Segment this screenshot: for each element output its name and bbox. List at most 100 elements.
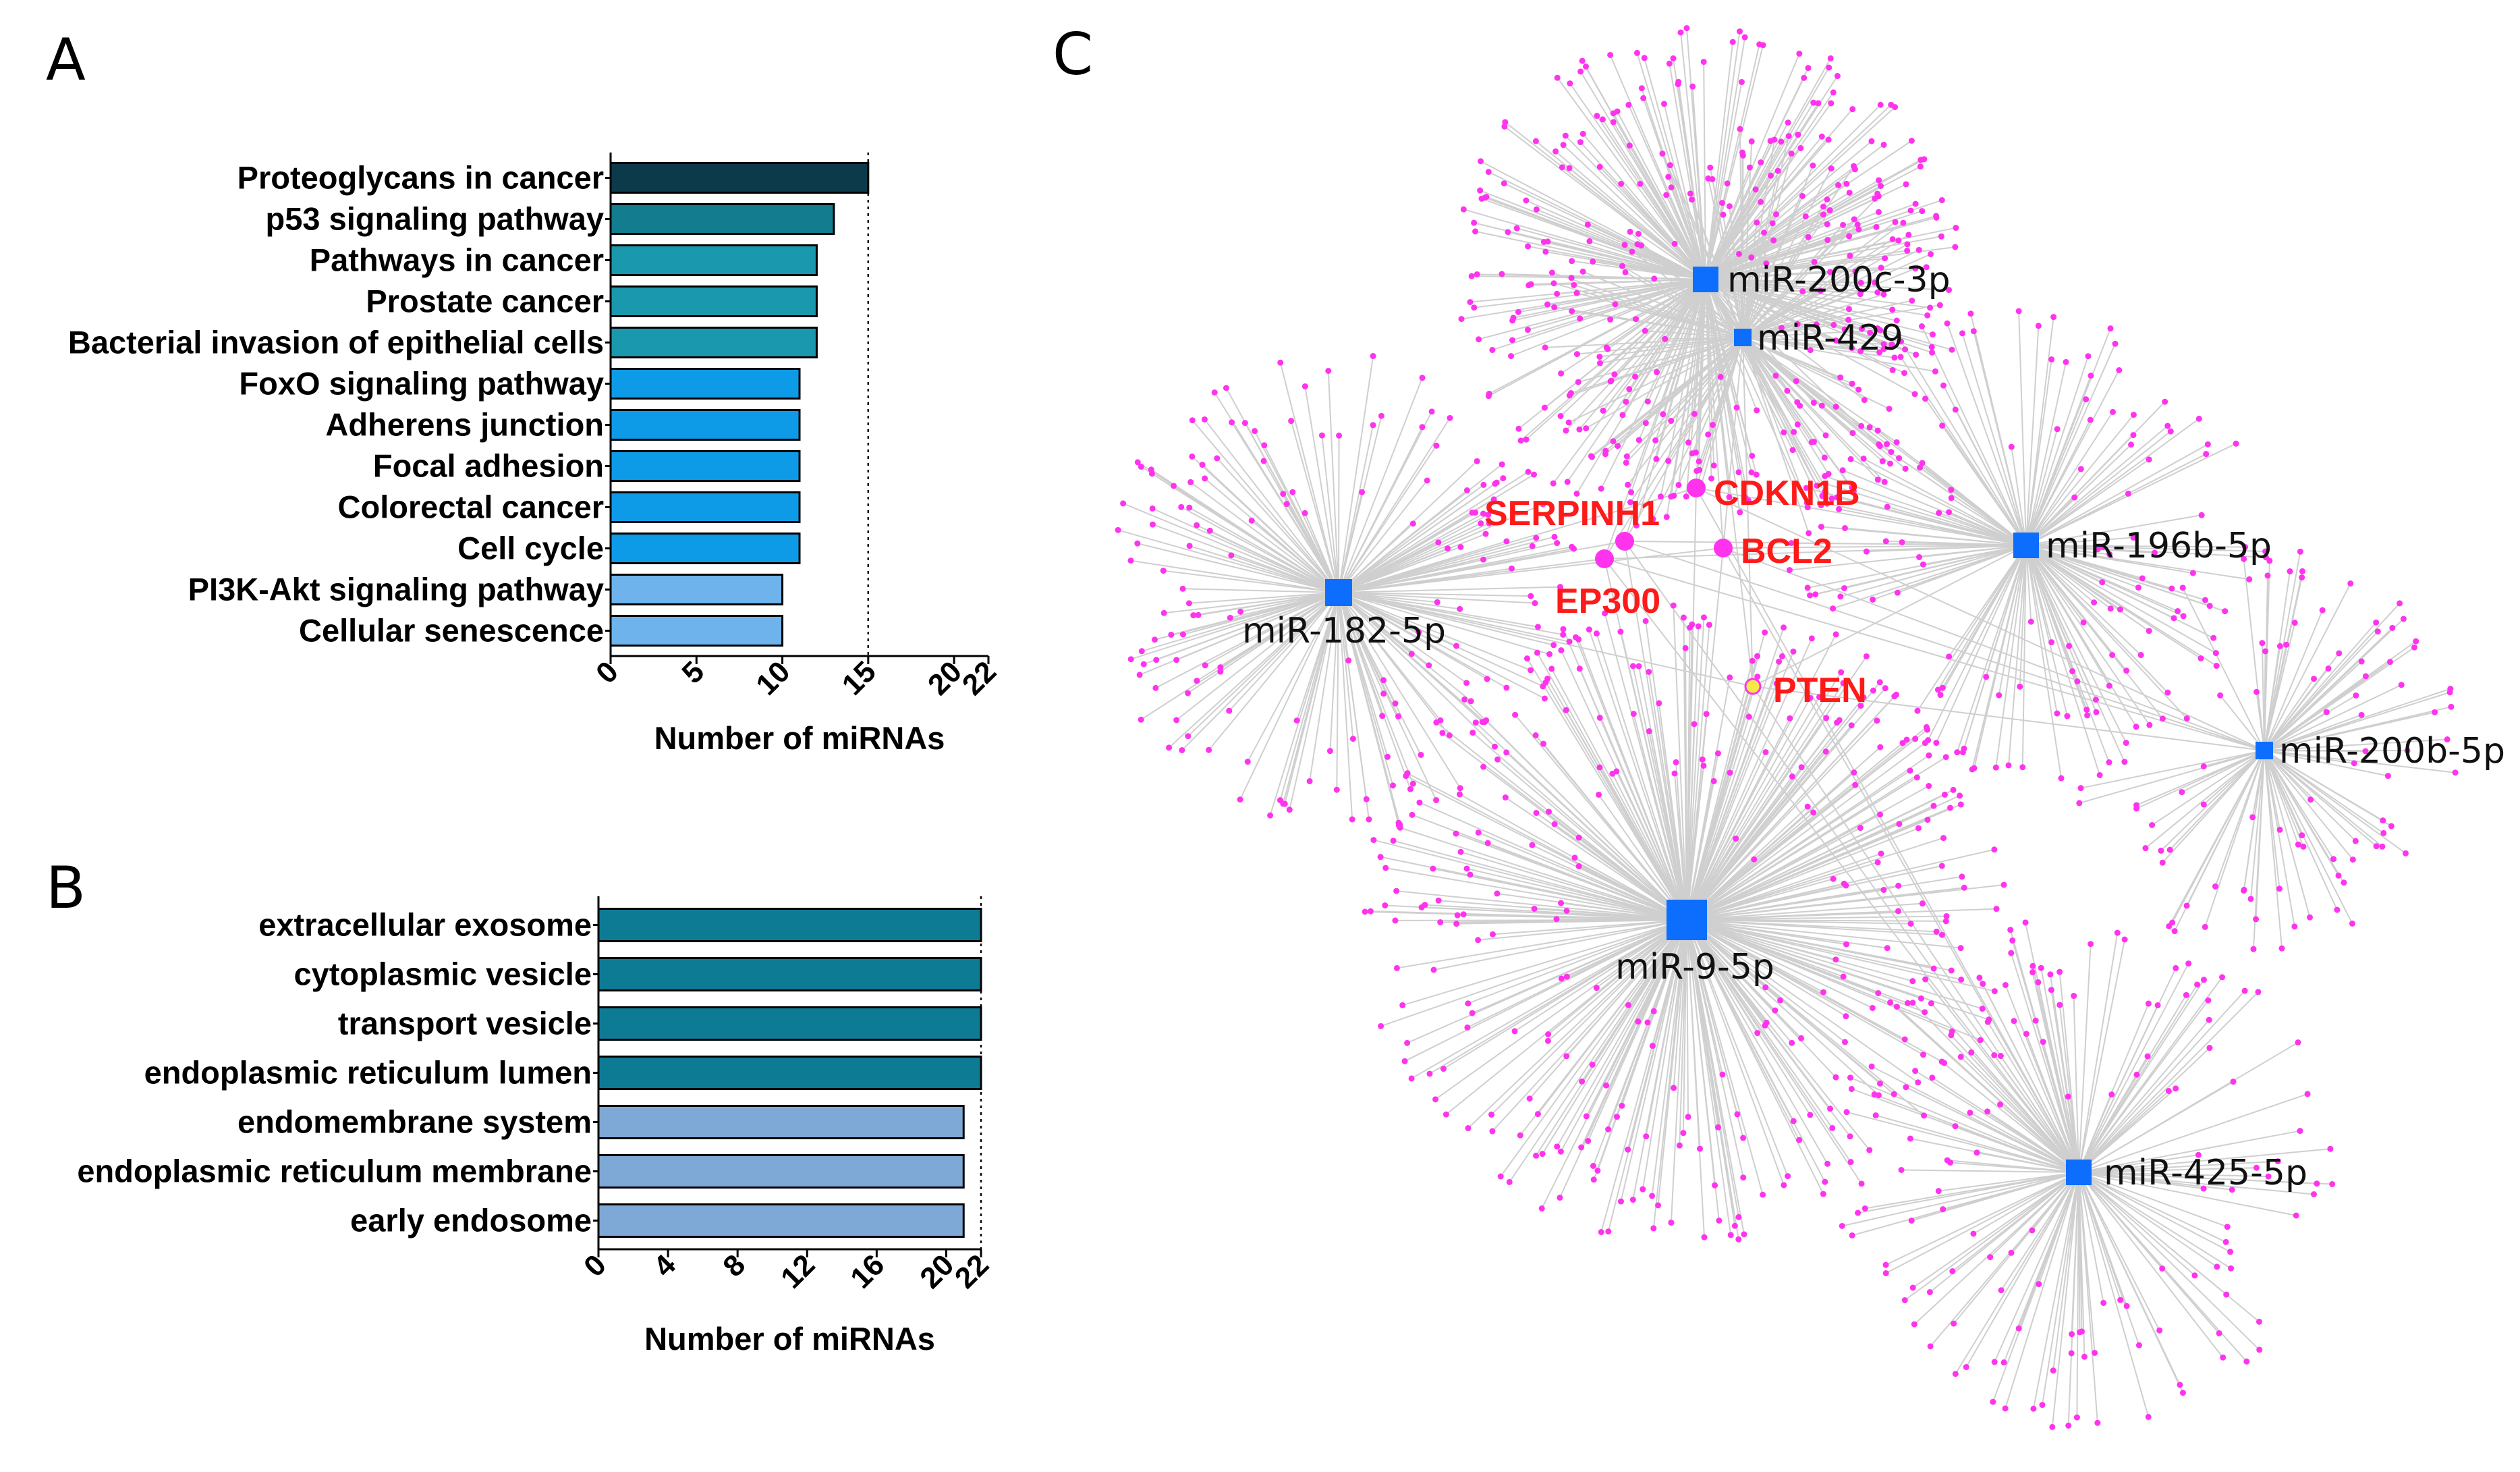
target-node-mir-9-5p	[1938, 863, 1945, 869]
edge-mir-9-5p	[1686, 919, 1953, 1033]
target-node-mir-425-5p	[2219, 974, 2226, 981]
target-node-mir-182-5p	[1345, 657, 1352, 664]
target-node-mir-9-5p	[1563, 1053, 1570, 1060]
edge-mir-425-5p	[2050, 989, 2079, 1173]
target-node-mir-200b-5p	[2158, 847, 2164, 854]
edge-mir-9-5p	[1565, 919, 1687, 1057]
edge-mir-425-5p	[2078, 1047, 2210, 1173]
target-node-mir-425-5p	[2200, 977, 2207, 983]
target-node-mir-196b-5p	[2168, 585, 2175, 592]
target-node-mir-182-5p	[1363, 796, 1370, 802]
edge-mir-429	[1742, 323, 1798, 338]
target-node-mir-196b-5p	[2183, 715, 2190, 722]
target-node-mir-200b-5p	[2299, 832, 2305, 839]
edge-mir-182-5p	[1338, 533, 1486, 593]
target-node-mir-182-5p	[1281, 800, 1288, 807]
target-node-mir-196b-5p	[2066, 643, 2073, 649]
target-node-mir-9-5p	[1602, 610, 1608, 617]
target-node-mir-429	[1709, 422, 1716, 429]
target-node-mir-425-5p	[1849, 1232, 1855, 1238]
target-node-mir-200c-3p	[1598, 485, 1604, 492]
edge-mir-200c-3p	[1478, 279, 1706, 340]
edge-mir-9-5p	[1472, 732, 1687, 921]
target-node-mir-196b-5p	[2123, 740, 2129, 746]
edge-mir-182-5p	[1251, 520, 1339, 593]
target-node-mir-425-5p	[2229, 1187, 2235, 1193]
edge-mir-429	[1742, 337, 1823, 497]
edge-mir-429	[1645, 330, 1743, 338]
edge-mir-196b-5p	[2025, 431, 2171, 546]
target-node-mir-182-5p	[1445, 545, 1451, 552]
target-node-mir-200c-3p	[1889, 306, 1896, 313]
panel-a-bar-foxo-signaling-pathway	[609, 368, 801, 400]
target-node-mir-9-5p	[1538, 1205, 1545, 1212]
panel-b-category-label: endomembrane system	[237, 1104, 592, 1140]
target-node-mir-9-5p	[1685, 1114, 1691, 1120]
target-node-mir-429	[1579, 268, 1586, 275]
edge-mir-429	[1624, 244, 1743, 338]
target-node-mir-196b-5p	[2130, 412, 2137, 418]
target-node-mir-425-5p	[2050, 1367, 2056, 1374]
edge-mir-200b-5p	[2080, 750, 2265, 789]
target-node-mir-9-5p	[1594, 1167, 1601, 1174]
target-node-mir-200c-3p	[1554, 290, 1561, 297]
edge-mir-196b-5p	[1844, 545, 2027, 589]
panel-a-category-label: Pathways in cancer	[310, 242, 604, 278]
target-node-mir-200b-5p	[2432, 709, 2438, 715]
target-node-mir-196b-5p	[2106, 551, 2113, 557]
panel-b-x-axis-title: Number of miRNAs	[644, 1321, 935, 1357]
edge-mir-182-5p	[1338, 592, 1354, 739]
target-node-mir-9-5p	[1643, 1133, 1650, 1140]
target-node-mir-200c-3p	[1882, 255, 1888, 262]
target-node-mir-425-5p	[2274, 1158, 2281, 1165]
target-node-mir-200c-3p	[1640, 94, 1647, 101]
target-node-mir-196b-5p	[2083, 396, 2090, 403]
target-node-mir-196b-5p	[2246, 576, 2253, 582]
target-node-mir-9-5p	[1456, 791, 1463, 798]
target-node-mir-9-5p	[1957, 801, 1964, 808]
target-node-mir-196b-5p	[2106, 759, 2112, 766]
target-node-mir-200c-3p	[1953, 225, 1959, 231]
edge-mir-429	[1742, 271, 1856, 338]
target-node-mir-200c-3p	[1708, 475, 1715, 482]
target-node-mir-200b-5p	[2447, 686, 2454, 692]
target-node-mir-200c-3p	[1778, 138, 1785, 145]
target-node-mir-200b-5p	[2404, 747, 2411, 754]
edge-mir-425-5p	[2078, 1130, 2301, 1173]
target-node-mir-200c-3p	[1880, 141, 1887, 148]
edge-mir-196b-5p	[1840, 545, 2027, 597]
target-node-mir-196b-5p	[2087, 416, 2094, 423]
target-node-mir-9-5p	[1895, 908, 1901, 915]
target-node-mir-9-5p	[1382, 902, 1389, 908]
target-node-mir-425-5p	[1848, 1085, 1855, 1092]
edge-mir-425-5p	[2071, 1172, 2079, 1334]
target-node-mir-429	[1707, 164, 1714, 171]
target-node-mir-429	[1808, 439, 1815, 445]
target-node-mir-425-5p	[1973, 1149, 1980, 1156]
target-node-mir-9-5p	[1575, 863, 1582, 870]
target-node-mir-200c-3p	[1872, 279, 1878, 286]
edge-mir-182-5p	[1204, 418, 1339, 593]
target-node-mir-9-5p	[1893, 691, 1899, 698]
edge-mir-429	[1599, 337, 1743, 358]
edge-mir-9-5p	[1686, 915, 1947, 921]
edge-mir-425-5p	[1851, 1172, 2079, 1236]
edge-mir-182-5p	[1189, 507, 1339, 593]
target-node-mir-200c-3p	[1642, 420, 1649, 427]
panel-a-x-tick-label: 22	[956, 655, 1003, 701]
target-node-mir-196b-5p	[2128, 441, 2135, 448]
target-node-mir-196b-5p	[2203, 451, 2210, 458]
edge-mir-200b-5p	[2204, 750, 2265, 927]
target-node-mir-182-5p	[1490, 496, 1497, 503]
edge-mir-182-5p	[1154, 592, 1339, 640]
edge-mir-200c-3p	[1705, 42, 1734, 280]
edge-mir-9-5p	[1686, 919, 1828, 1164]
target-node-mir-200c-3p	[1532, 138, 1539, 144]
edge-mir-9-5p	[1598, 794, 1687, 921]
target-node-mir-196b-5p	[1836, 506, 1843, 512]
target-node-mir-182-5p	[1206, 527, 1213, 534]
target-node-mir-425-5p	[1908, 1218, 1915, 1224]
edge-mir-196b-5p	[1962, 545, 2027, 753]
edge-mir-200b-5p	[2214, 750, 2265, 887]
panel-label-b: B	[46, 854, 86, 922]
